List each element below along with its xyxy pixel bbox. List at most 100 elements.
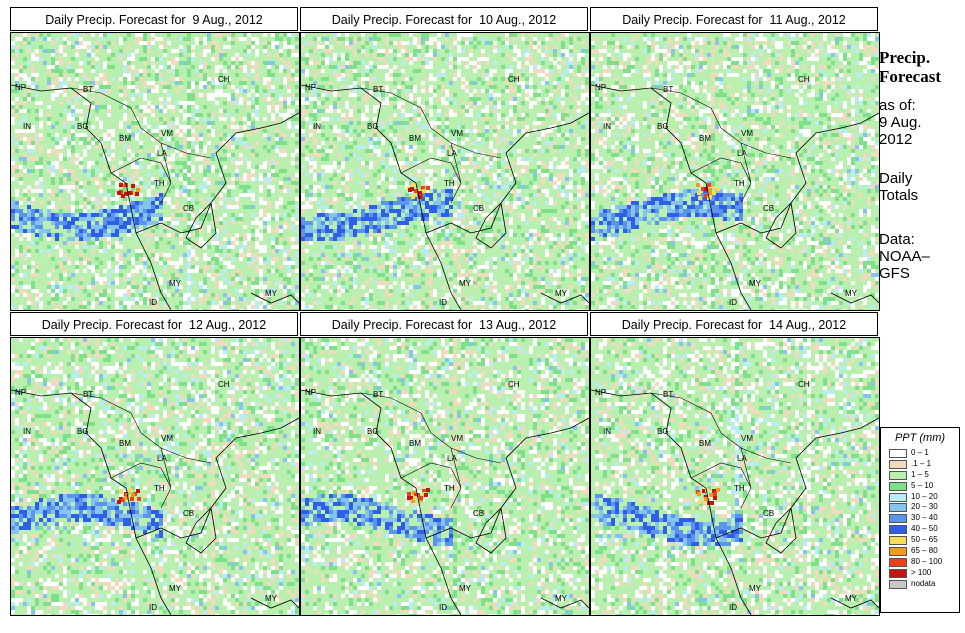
precip-cell [295, 165, 299, 169]
precip-cell [147, 193, 151, 197]
precip-cell [565, 77, 569, 81]
precip-cell [461, 161, 465, 165]
precip-cell [337, 161, 341, 165]
precip-cell [481, 73, 485, 77]
precip-cell [413, 273, 417, 277]
precip-cell [337, 213, 341, 217]
precip-cell [449, 129, 453, 133]
precip-cell [119, 253, 123, 257]
precip-cell [71, 45, 75, 49]
precip-cell [393, 257, 397, 261]
region-label: ID [149, 298, 157, 307]
precip-cell [313, 81, 317, 85]
precip-cell [473, 129, 477, 133]
precip-cell [63, 185, 67, 189]
precip-cell [119, 305, 123, 309]
precip-cell [461, 209, 465, 213]
precip-cell [151, 109, 155, 113]
precip-cell [389, 293, 393, 297]
precip-cell [55, 149, 59, 153]
precip-cell [365, 149, 369, 153]
precip-cell [581, 93, 585, 97]
precip-cell [103, 73, 107, 77]
precip-cell [337, 37, 341, 41]
precip-cell [191, 197, 195, 201]
precip-cell [497, 169, 501, 173]
precip-cell [75, 285, 79, 289]
precip-cell [337, 109, 341, 113]
precip-cell [119, 177, 123, 181]
precip-cell [35, 133, 39, 137]
precip-cell [349, 217, 353, 221]
precip-cell [385, 257, 389, 261]
precip-cell [287, 97, 291, 101]
precip-cell [429, 269, 433, 273]
precip-cell [421, 61, 425, 65]
precip-cell [541, 277, 545, 281]
precip-cell [361, 45, 365, 49]
precip-cell [321, 125, 325, 129]
precip-cell [337, 273, 341, 277]
precip-cell [131, 65, 135, 69]
precip-cell [223, 237, 227, 241]
precip-cell [287, 189, 291, 193]
precip-cell [91, 33, 95, 37]
precip-cell [259, 185, 263, 189]
precip-cell [103, 249, 107, 253]
precip-cell [19, 105, 23, 109]
precip-cell [477, 61, 481, 65]
precip-cell [131, 273, 135, 277]
precip-cell [537, 233, 541, 237]
precip-cell [135, 37, 139, 41]
precip-cell [151, 221, 155, 225]
precip-cell [231, 217, 235, 221]
precip-cell [35, 269, 39, 273]
precip-cell [67, 69, 71, 73]
precip-cell [513, 89, 517, 93]
precip-cell [59, 273, 63, 277]
precip-cell [115, 181, 119, 185]
precip-cell [111, 181, 115, 185]
precip-cell [211, 41, 215, 45]
precip-cell [437, 209, 441, 213]
precip-cell [71, 161, 75, 165]
precip-cell [385, 37, 389, 41]
precip-cell [329, 65, 333, 69]
precip-cell [51, 57, 55, 61]
precip-cell [187, 141, 191, 145]
precip-cell [421, 273, 425, 277]
precip-cell [151, 209, 155, 213]
precip-cell [103, 237, 107, 241]
precip-cell [119, 137, 123, 141]
precip-cell [23, 193, 27, 197]
precip-cell [243, 185, 247, 189]
precip-cell [521, 205, 525, 209]
precip-cell [317, 301, 321, 305]
precip-cell [573, 73, 577, 77]
precip-cell [413, 257, 417, 261]
precip-cell [417, 253, 421, 257]
precip-cell [569, 273, 573, 277]
precip-cell [291, 217, 295, 221]
precip-cell [345, 205, 349, 209]
precip-cell [489, 141, 493, 145]
precip-cell [219, 197, 223, 201]
precip-cell [71, 213, 75, 217]
precip-cell [477, 149, 481, 153]
precip-cell [295, 285, 299, 289]
precip-cell [549, 69, 553, 73]
precip-cell [227, 153, 231, 157]
precip-cell [11, 57, 15, 61]
precip-cell [207, 65, 211, 69]
precip-cell [417, 41, 421, 45]
precip-cell [373, 237, 377, 241]
precip-cell [287, 89, 291, 93]
precip-cell [63, 129, 67, 133]
precip-cell [247, 261, 251, 265]
precip-cell [577, 105, 581, 109]
precip-cell [95, 141, 99, 145]
precip-cell [425, 205, 429, 209]
precip-cell [247, 53, 251, 57]
precip-cell [325, 61, 329, 65]
precip-cell [413, 165, 417, 169]
